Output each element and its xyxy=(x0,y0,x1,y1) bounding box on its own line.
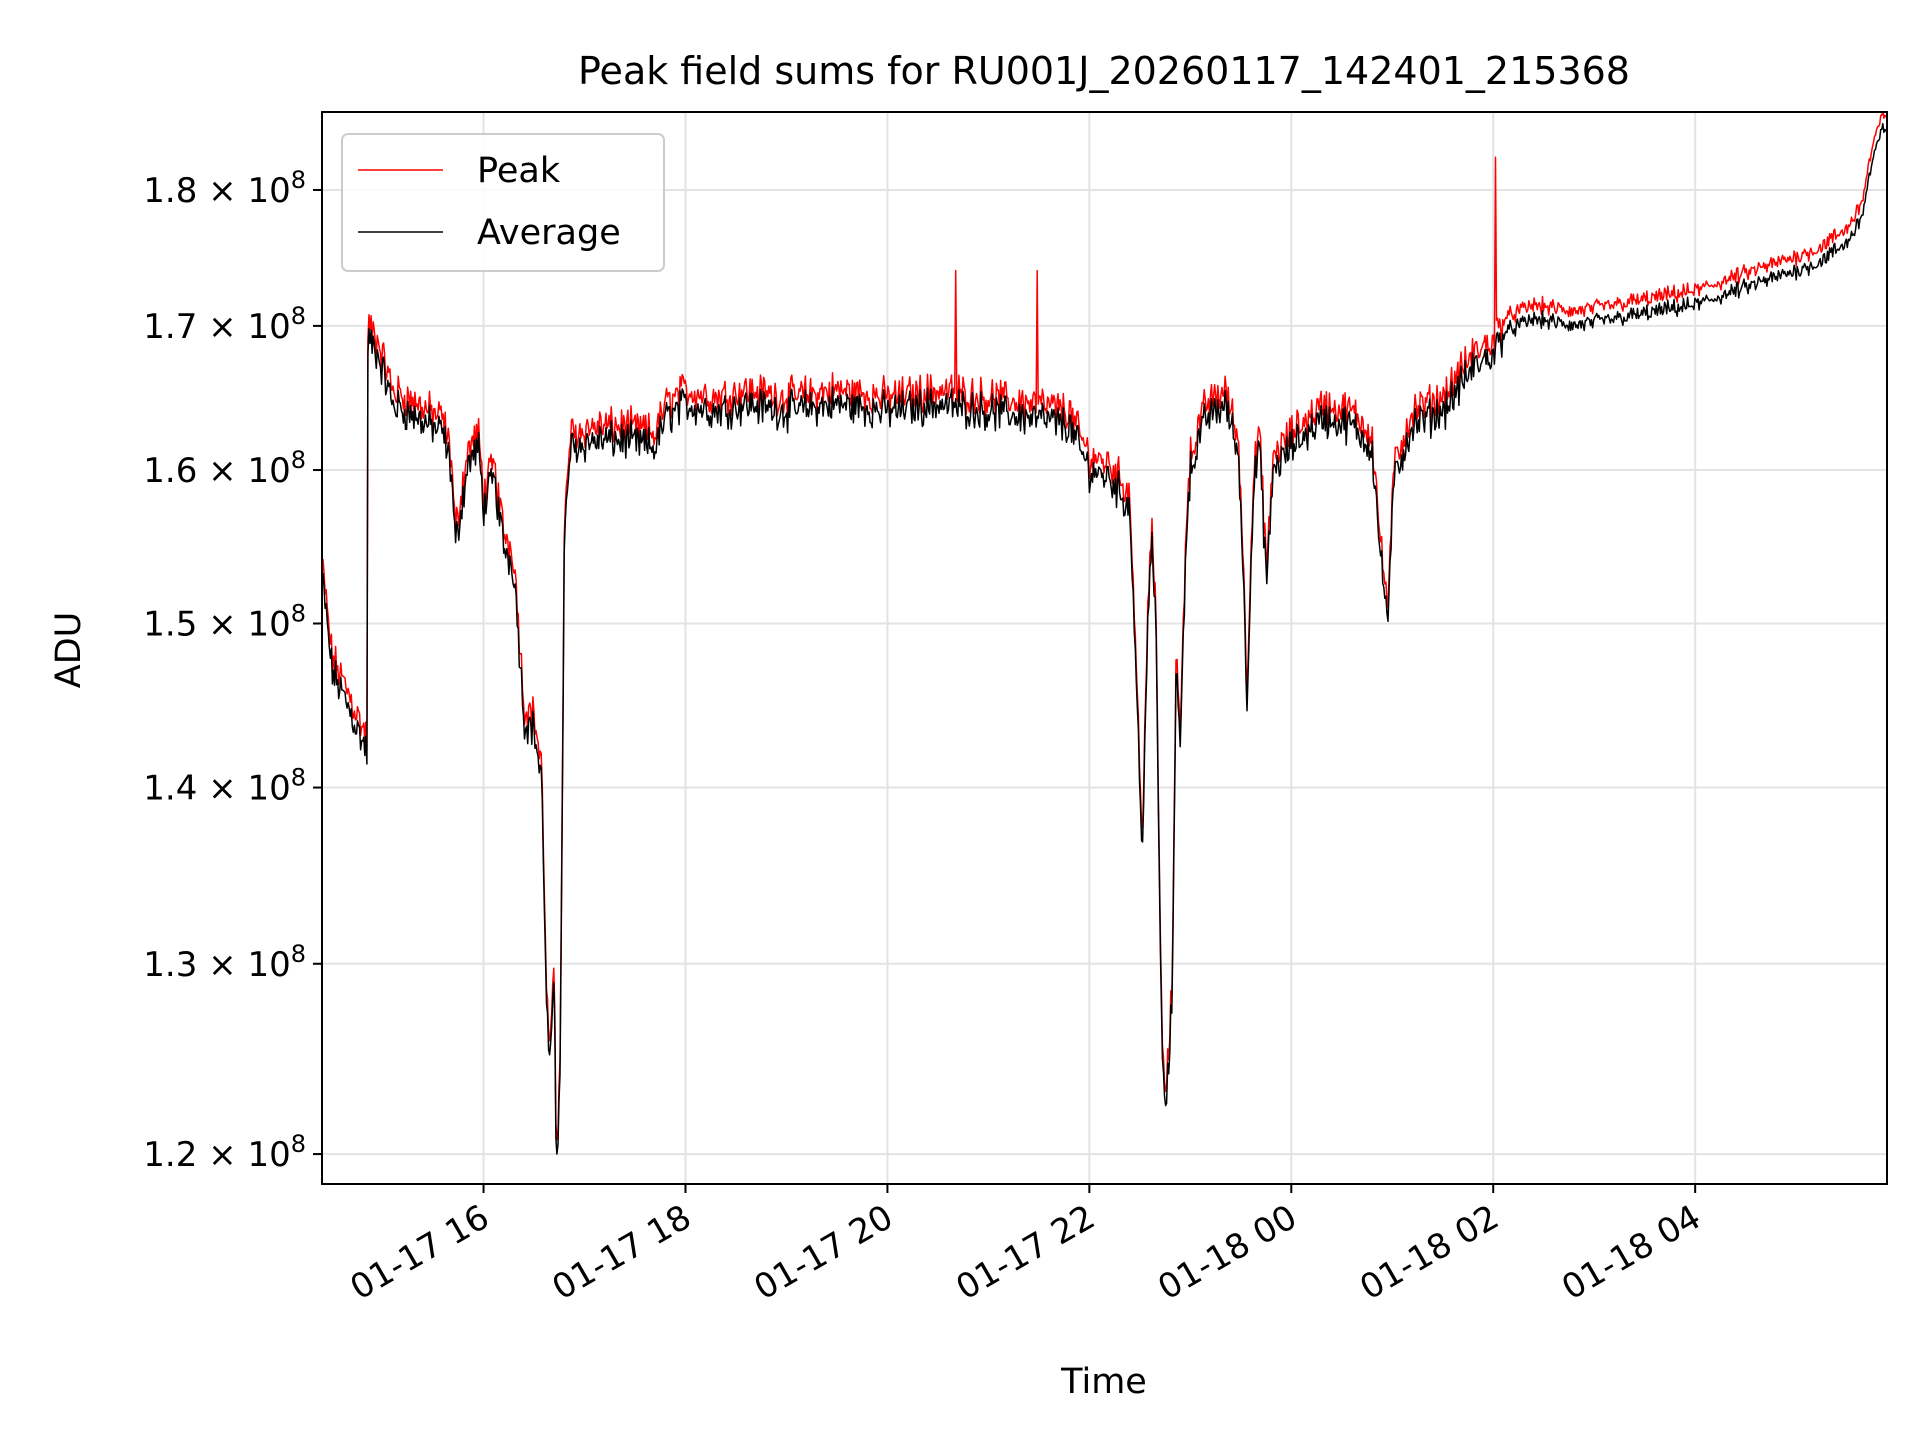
y-axis-ticks: 1.2 × 108 1.3 × 108 1.4 × 108 1.5 × 108 1.6 … xyxy=(143,166,322,1175)
y-tick-label: 1.2 × 108 xyxy=(143,1130,306,1175)
x-axis-label: Time xyxy=(1060,1362,1147,1402)
y-axis-label: ADU xyxy=(49,612,89,689)
series-line-average xyxy=(322,122,1887,1155)
legend: Peak Average xyxy=(341,133,665,272)
legend-peak-label: Peak xyxy=(477,151,561,191)
chart-title: Peak field sums for RU001J_20260117_1424… xyxy=(578,49,1630,93)
legend-average-label: Average xyxy=(477,213,621,253)
series-layer xyxy=(322,112,1887,1155)
legend-box xyxy=(341,133,665,272)
y-tick-label: 1.5 × 108 xyxy=(143,599,306,644)
y-tick-label: 1.7 × 108 xyxy=(143,302,306,347)
y-tick-label: 1.4 × 108 xyxy=(143,764,306,809)
plot-frame xyxy=(321,111,1888,1185)
y-tick-label: 1.8 × 108 xyxy=(143,166,306,211)
series-line-peak xyxy=(322,112,1887,1141)
y-tick-label: 1.3 × 108 xyxy=(143,940,306,985)
y-tick-label: 1.6 × 108 xyxy=(143,446,306,491)
